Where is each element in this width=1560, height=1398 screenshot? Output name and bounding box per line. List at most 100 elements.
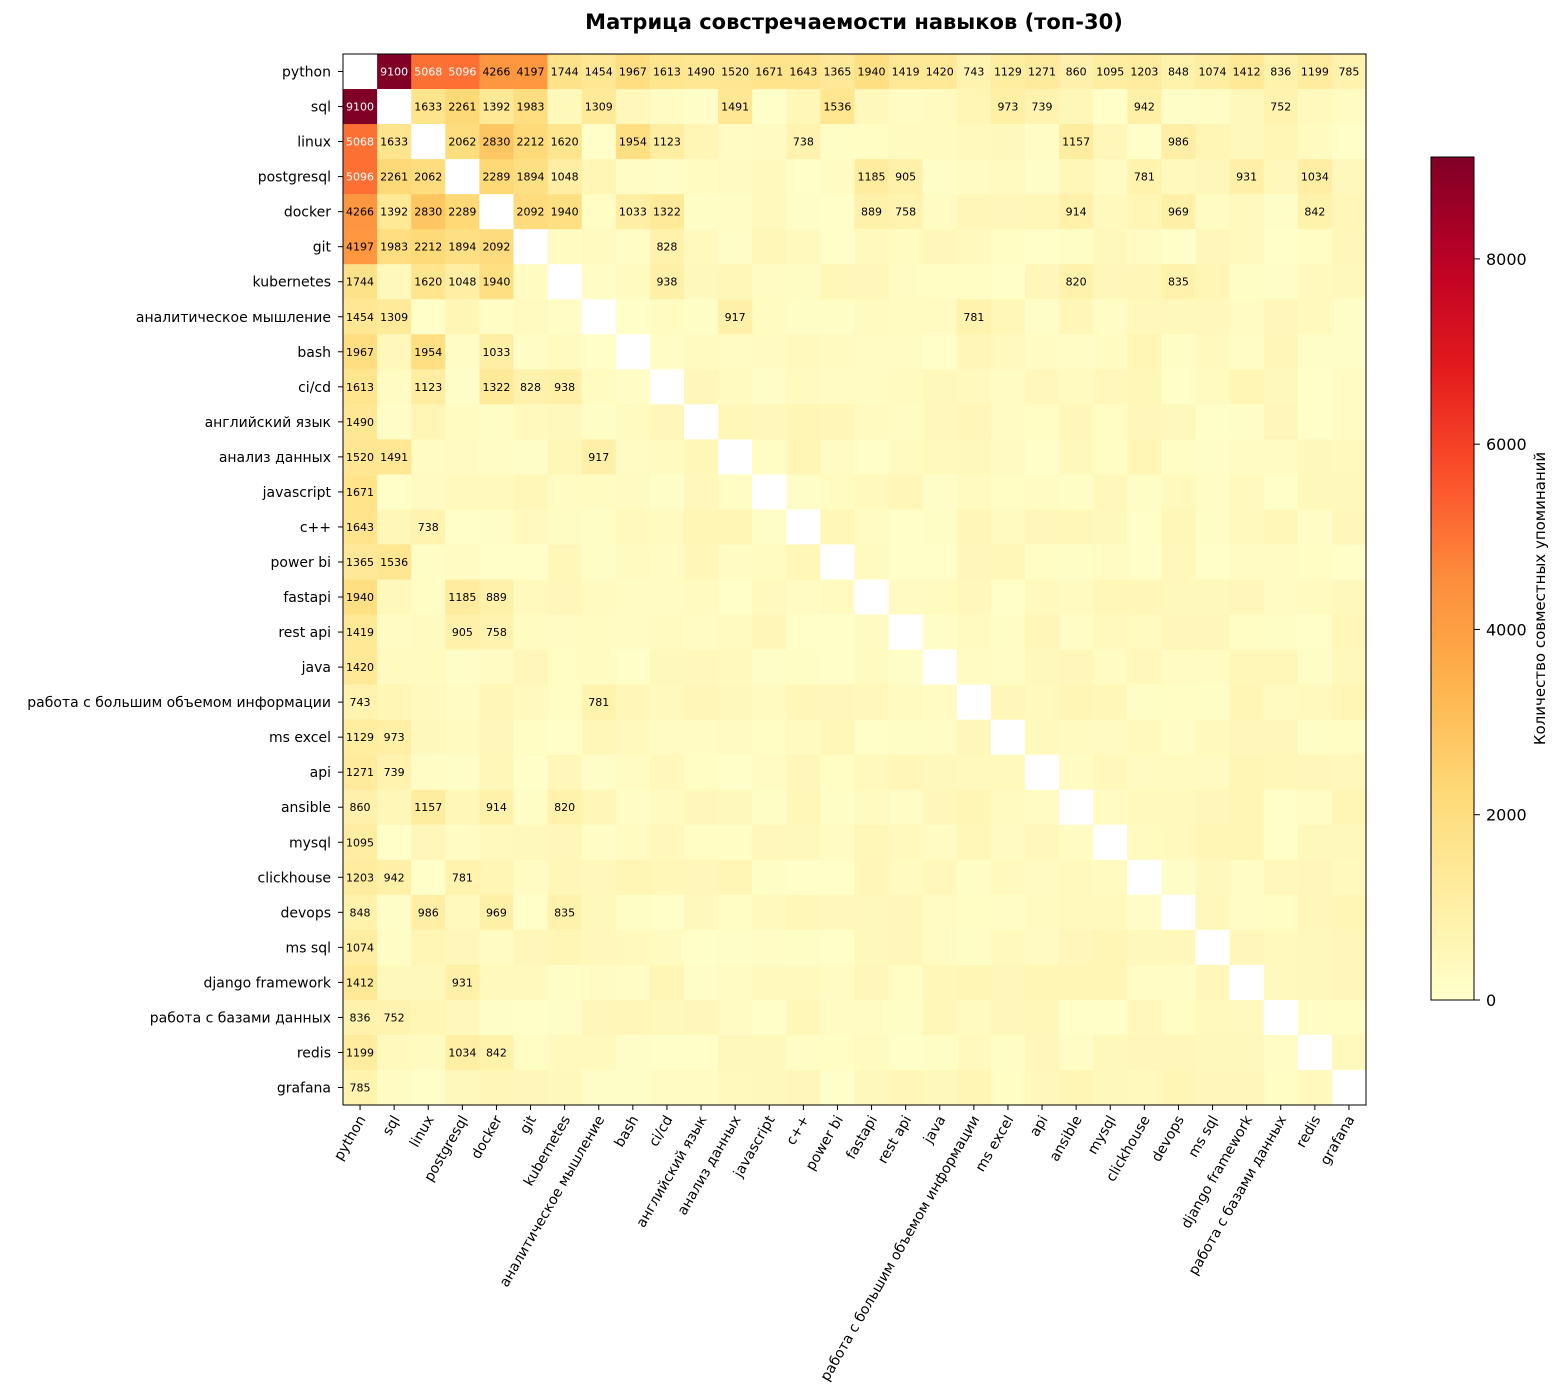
- heatmap-cell: [922, 964, 958, 1001]
- heatmap-cell: [1127, 789, 1162, 826]
- cell-value-label: 4266: [482, 66, 510, 79]
- heatmap-cell: [513, 1069, 549, 1106]
- heatmap-cell: [684, 54, 719, 90]
- heatmap-cell: [1025, 1034, 1060, 1071]
- heatmap-cell: [786, 544, 821, 581]
- heatmap-cell: [888, 649, 924, 686]
- cell-value-label: 836: [350, 1011, 371, 1024]
- heatmap-cell: [990, 964, 1026, 1001]
- heatmap-cell: [411, 719, 446, 756]
- heatmap-cell: [922, 1069, 958, 1106]
- heatmap-cell: [1297, 299, 1333, 335]
- cell-value-label: 1894: [517, 171, 545, 184]
- heatmap-cell: [1161, 544, 1197, 581]
- heatmap-cell: [547, 719, 583, 756]
- cell-value-label: 1744: [346, 276, 374, 289]
- heatmap-cell: [343, 264, 378, 300]
- cell-value-label: 1536: [823, 101, 851, 114]
- heatmap-cell: [411, 474, 446, 511]
- heatmap-cell: [1229, 649, 1265, 686]
- heatmap-cell: [479, 614, 515, 651]
- cell-value-label: 2092: [517, 206, 545, 219]
- heatmap-cell: [1161, 54, 1197, 90]
- heatmap-cell: [1127, 159, 1162, 195]
- cell-value-label: 1271: [1028, 66, 1056, 79]
- heatmap-cell: [581, 194, 617, 230]
- heatmap-cell: [377, 614, 412, 651]
- heatmap-cell: [615, 334, 651, 370]
- heatmap-cell: [854, 929, 890, 966]
- cell-value-label: 752: [384, 1011, 405, 1024]
- heatmap-cell: [990, 299, 1026, 335]
- cell-value-label: 2289: [448, 206, 476, 219]
- heatmap-cell: [956, 334, 992, 370]
- heatmap-cell: [752, 894, 787, 931]
- heatmap-cell: [1161, 89, 1197, 125]
- heatmap-cell: [922, 194, 958, 230]
- heatmap-cell: [786, 264, 821, 300]
- heatmap-cell: [343, 1069, 378, 1106]
- heatmap-cell: [1229, 369, 1265, 405]
- heatmap-cell: [479, 649, 515, 686]
- cell-value-label: 1940: [858, 66, 886, 79]
- heatmap-cell: [581, 999, 617, 1036]
- heatmap-cell: [445, 1069, 480, 1106]
- heatmap-cell: [1195, 1069, 1231, 1106]
- heatmap-cell: [956, 54, 992, 90]
- heatmap-cell: [513, 614, 549, 651]
- heatmap-cell: [1093, 894, 1128, 931]
- heatmap-cell: [513, 544, 549, 581]
- heatmap-cell: [888, 54, 924, 90]
- colorbar-label: Количество совместных упоминаний: [1531, 452, 1549, 745]
- heatmap-cell: [990, 264, 1026, 300]
- heatmap-cell: [649, 964, 685, 1001]
- heatmap-cell: [411, 789, 446, 826]
- heatmap-cell: [718, 54, 753, 90]
- cell-value-label: 1392: [380, 206, 408, 219]
- heatmap-cell: [649, 299, 685, 335]
- heatmap-cell: [684, 299, 719, 335]
- heatmap-cell: [922, 894, 958, 931]
- heatmap-cell: [581, 334, 617, 370]
- heatmap-cell: [786, 789, 821, 826]
- heatmap-cell: [820, 579, 856, 616]
- heatmap-cell: [615, 789, 651, 826]
- heatmap-cell: [1263, 929, 1299, 966]
- y-tick-label: postgresql: [258, 170, 331, 186]
- heatmap-cell: [445, 824, 480, 861]
- heatmap-cell: [1297, 789, 1333, 826]
- heatmap-cell: [854, 404, 890, 440]
- heatmap-cell: [990, 754, 1026, 791]
- heatmap-cell: [581, 964, 617, 1001]
- heatmap-cell: [718, 789, 753, 826]
- heatmap-cell: [1195, 649, 1231, 686]
- y-tick-label: git: [313, 240, 332, 256]
- heatmap-cell: [820, 194, 856, 230]
- y-tick-label: аналитическое мышление: [136, 310, 331, 326]
- heatmap-cell: [854, 789, 890, 826]
- heatmap-cell: [343, 159, 378, 195]
- heatmap-cell: [581, 894, 617, 931]
- heatmap-cell: [411, 614, 446, 651]
- heatmap-cell: [513, 334, 549, 370]
- heatmap-cell: [479, 439, 515, 475]
- heatmap-cell: [1331, 649, 1367, 686]
- cell-value-label: 1199: [346, 1046, 374, 1059]
- cell-value-label: 1309: [585, 101, 613, 114]
- x-tick-label: linux: [407, 1113, 438, 1150]
- heatmap-cell: [786, 299, 821, 335]
- heatmap-cell: [343, 54, 378, 90]
- heatmap-cell: [1297, 999, 1333, 1036]
- cell-value-label: 1129: [346, 731, 374, 744]
- heatmap-cell: [922, 299, 958, 335]
- heatmap-cell: [513, 964, 549, 1001]
- heatmap-cell: [820, 124, 856, 160]
- heatmap-cell: [649, 719, 685, 756]
- heatmap-cell: [786, 509, 821, 546]
- heatmap-cell: [615, 1034, 651, 1071]
- heatmap-cell: [1127, 404, 1162, 440]
- heatmap-cell: [445, 614, 480, 651]
- heatmap-cell: [547, 159, 583, 195]
- cell-value-label: 1633: [414, 101, 442, 114]
- y-tick-label: devops: [280, 905, 331, 921]
